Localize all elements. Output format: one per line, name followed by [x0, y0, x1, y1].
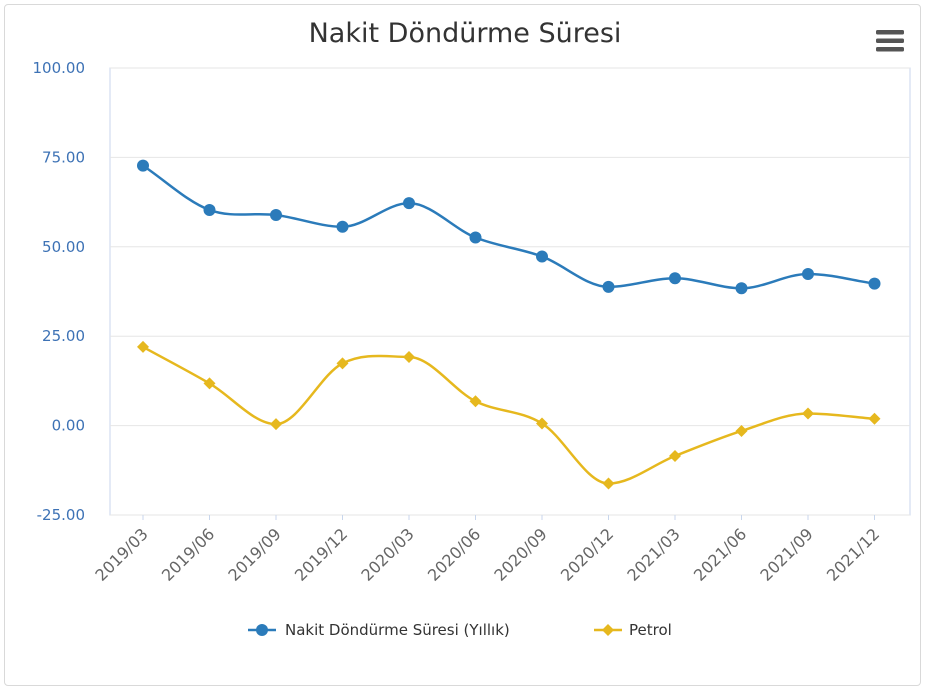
x-tick-label: 2020/12 — [557, 524, 617, 584]
series-a-point — [802, 267, 814, 280]
series-a-point — [137, 159, 149, 172]
y-tick-label: 100.00 — [33, 59, 86, 77]
series-b-point — [802, 407, 814, 420]
series-a-point — [336, 220, 349, 233]
legend-item-series-a[interactable]: Nakit Döndürme Süresi (Yıllık) — [248, 621, 510, 639]
y-tick-label: 0.00 — [52, 417, 85, 435]
series-a-point — [403, 197, 415, 210]
legend-label: Nakit Döndürme Süresi (Yıllık) — [285, 621, 510, 639]
series-b-point — [669, 449, 681, 462]
series-b-point — [536, 417, 548, 430]
legend-marker — [256, 624, 268, 636]
plot-area — [109, 67, 911, 516]
x-tick-label: 2021/12 — [823, 524, 883, 584]
hamburger-menu-icon[interactable] — [872, 26, 908, 56]
series-b-point — [403, 350, 415, 363]
series-a-point — [469, 231, 482, 244]
series-b-point — [469, 395, 482, 408]
series-a-point — [536, 250, 548, 263]
series-b-line — [142, 345, 875, 485]
series-a-point — [602, 280, 615, 293]
chart-title: Nakit Döndürme Süresi — [309, 18, 622, 49]
series-a-point — [203, 203, 216, 216]
series-a-point — [868, 277, 881, 290]
x-tick-label: 2020/06 — [424, 524, 484, 584]
x-tick-label: 2019/09 — [224, 524, 284, 584]
series-b-point — [735, 424, 748, 437]
legend-item-series-b[interactable]: Petrol — [594, 621, 672, 639]
x-tick-label: 2019/03 — [91, 524, 151, 584]
series-b-point — [336, 357, 349, 370]
x-tick-label: 2019/12 — [291, 524, 351, 584]
x-tick-label: 2019/06 — [158, 524, 218, 584]
series-a-point — [669, 272, 681, 285]
y-tick-label: -25.00 — [37, 506, 85, 524]
series-b-point — [137, 340, 149, 353]
series-a-point — [270, 208, 282, 221]
x-tick-label: 2021/06 — [690, 524, 750, 584]
series-b-point — [203, 377, 216, 390]
series-b-point — [868, 412, 881, 425]
x-tick-label: 2020/03 — [357, 524, 417, 584]
x-tick-label: 2021/09 — [756, 524, 816, 584]
x-tick-label: 2020/09 — [490, 524, 550, 584]
y-tick-label: 75.00 — [42, 148, 85, 166]
legend-label: Petrol — [629, 621, 672, 639]
series-a-point — [735, 282, 748, 295]
series-a-line — [142, 164, 875, 290]
chart-container — [4, 4, 921, 686]
series-b-point — [602, 477, 615, 490]
y-tick-label: 25.00 — [42, 327, 85, 345]
y-tick-label: 50.00 — [42, 238, 85, 256]
x-tick-label: 2021/03 — [623, 524, 683, 584]
legend-marker — [602, 624, 614, 636]
series-b-point — [270, 418, 282, 431]
